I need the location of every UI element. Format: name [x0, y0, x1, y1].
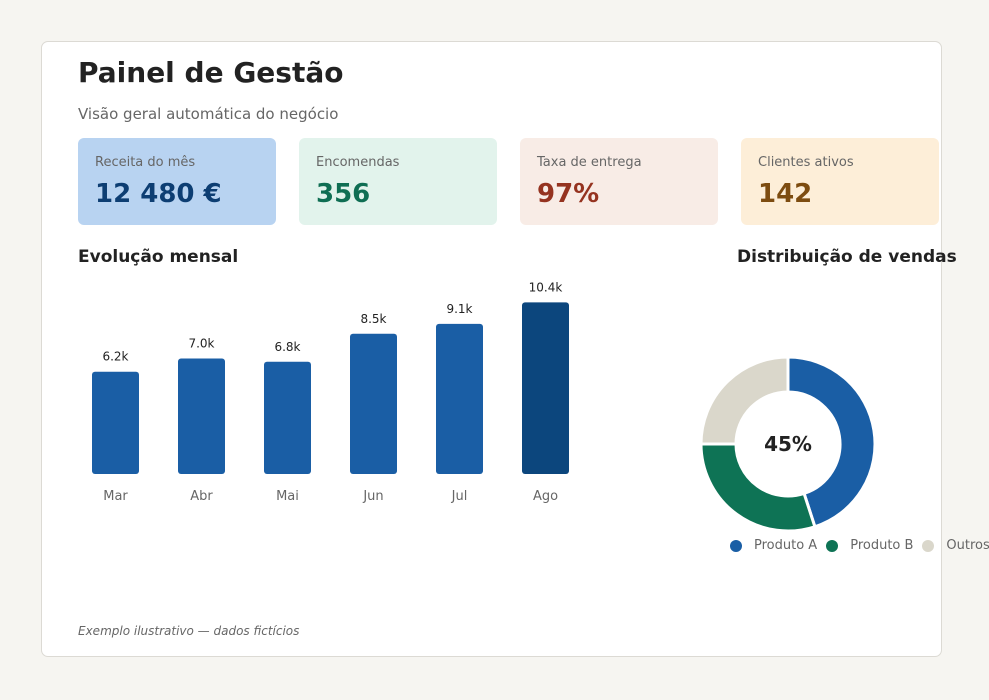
x-tick-label: Jul: [451, 489, 468, 504]
donut-chart: 45%: [699, 355, 877, 533]
legend-swatch: [922, 539, 935, 552]
donut-slice-produto-a: [786, 355, 877, 529]
kpi-label: Taxa de entrega: [537, 155, 642, 170]
bar-value-label: 9.1k: [446, 302, 472, 316]
kpi-label: Clientes ativos: [758, 155, 854, 170]
donut-chart-title: Distribuição de vendas: [737, 247, 957, 267]
legend-label: Produto A: [754, 538, 818, 553]
bar-abr: [178, 358, 225, 474]
bar-value-label: 6.8k: [274, 340, 300, 354]
x-tick-label: Abr: [190, 489, 213, 504]
kpi-value: 142: [758, 179, 813, 209]
legend-swatch: [826, 539, 839, 552]
x-tick-label: Mar: [103, 489, 128, 504]
bar-ago: [522, 302, 569, 474]
kpi-value: 12 480 €: [95, 179, 222, 209]
kpi-label: Receita do mês: [95, 155, 196, 170]
x-tick-label: Ago: [533, 489, 558, 504]
bar-value-label: 6.2k: [102, 350, 128, 364]
bar-value-label: 8.5k: [360, 312, 386, 326]
bar-chart-title: Evolução mensal: [78, 247, 239, 267]
kpi-card-active-clients: Clientes ativos 142: [741, 138, 939, 225]
footnote: Exemplo ilustrativo — dados fictícios: [78, 624, 300, 638]
kpi-card-orders: Encomendas 356: [299, 138, 497, 225]
bar-jun: [350, 333, 397, 474]
page-title: Painel de Gestão: [78, 56, 344, 89]
page-subtitle: Visão geral automática do negócio: [78, 105, 339, 123]
donut-center-label: 45%: [764, 432, 812, 456]
bar-chart: 6.2k Mar 7.0k Abr 6.8k Mai 8.5k Jun 9.1k Jul 10.4k…: [92, 280, 569, 504]
bar-jul: [436, 323, 483, 474]
donut-slice-produto-b: [699, 442, 817, 533]
bar-mar: [92, 371, 139, 474]
legend-swatch: [730, 539, 742, 552]
legend-item: Produto B: [826, 538, 913, 553]
bar-value-label: 10.4k: [529, 280, 563, 294]
legend-label: Produto B: [850, 538, 914, 553]
donut-legend: Produto A Produto B Outros: [730, 538, 989, 553]
legend-item: Outros: [922, 538, 989, 553]
kpi-value: 97%: [537, 179, 600, 209]
bar-mai: [264, 361, 311, 474]
legend-label: Outros: [946, 538, 989, 553]
kpi-card-delivery-rate: Taxa de entrega 97%: [520, 138, 718, 225]
x-tick-label: Jun: [362, 489, 383, 504]
kpi-label: Encomendas: [316, 155, 400, 170]
donut-slice-outros: [699, 355, 790, 446]
kpi-value: 356: [316, 179, 371, 209]
kpi-card-revenue: Receita do mês 12 480 €: [78, 138, 276, 225]
bar-value-label: 7.0k: [188, 337, 214, 351]
x-tick-label: Mai: [276, 489, 299, 504]
legend-item: Produto A: [730, 538, 817, 553]
